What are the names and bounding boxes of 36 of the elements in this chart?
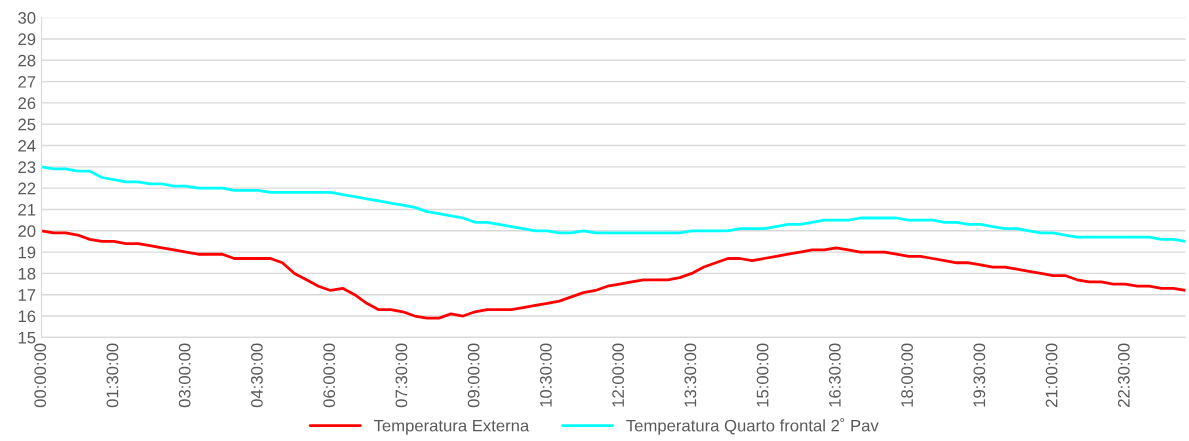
y-tick-label: 15	[18, 331, 36, 344]
x-tick-label: 19:30:00	[973, 343, 986, 407]
x-tick-label: 09:00:00	[467, 343, 480, 408]
y-tick-label: 29	[18, 33, 36, 46]
y-tick-label: 25	[18, 118, 36, 131]
y-tick-label: 28	[18, 54, 36, 67]
x-tick-label: 04:30:00	[251, 343, 263, 408]
x-tick-label: 10:30:00	[539, 343, 552, 407]
line-series	[41, 165, 1186, 243]
y-tick-label: 22	[18, 182, 36, 195]
x-tick-label: 15:00:00	[756, 343, 769, 407]
legend-label: Temperatura Quarto frontal 2˚ Pav	[626, 417, 879, 435]
x-tick-label: 01:30:00	[106, 343, 119, 408]
y-tick-label: 26	[18, 97, 36, 110]
x-tick-label: 07:30:00	[395, 343, 408, 408]
y-tick-label: 20	[18, 225, 36, 237]
x-tick-label: 22:30:00	[1117, 343, 1130, 407]
y-tick-label: 23	[18, 161, 36, 174]
line-series	[41, 229, 1186, 320]
legend-label: Temperatura Externa	[373, 419, 530, 435]
x-tick-label: 12:00:00	[612, 343, 625, 407]
x-tick-label: 06:00:00	[323, 343, 336, 408]
x-tick-label: 13:30:00	[684, 343, 697, 407]
x-tick-label: 18:00:00	[901, 343, 913, 407]
x-tick-label: 21:00:00	[1045, 343, 1058, 407]
y-tick-label: 21	[18, 203, 36, 216]
y-tick-label: 17	[18, 289, 36, 301]
x-tick-label: 16:30:00	[828, 343, 841, 407]
y-tick-label: 18	[18, 267, 36, 280]
y-tick-label: 24	[18, 139, 36, 152]
y-tick-label: 30	[18, 12, 36, 24]
y-tick-label: 19	[18, 246, 36, 259]
x-tick-label: 00:00:00	[34, 343, 47, 408]
y-tick-label: 16	[18, 310, 36, 323]
y-tick-label: 27	[18, 75, 36, 88]
x-tick-label: 03:00:00	[178, 343, 191, 408]
